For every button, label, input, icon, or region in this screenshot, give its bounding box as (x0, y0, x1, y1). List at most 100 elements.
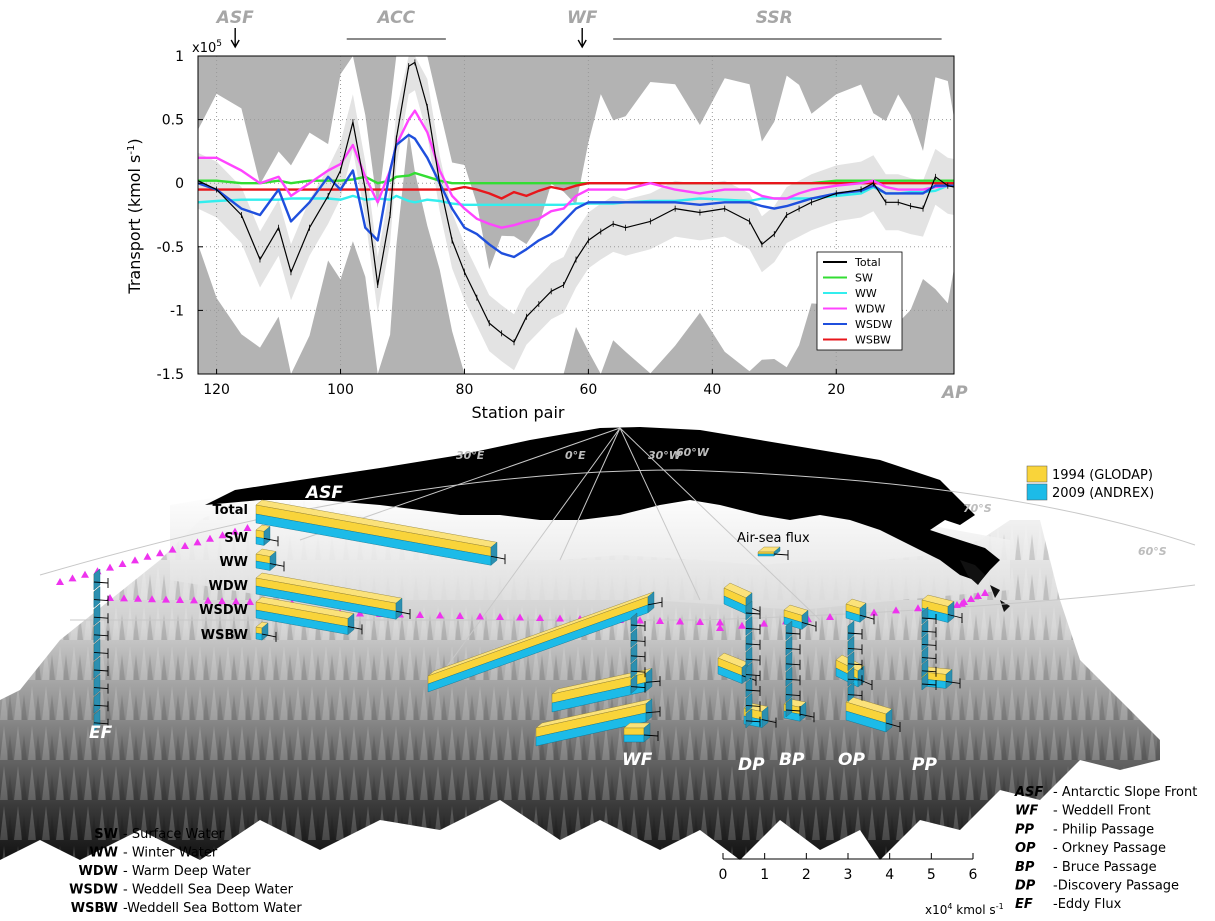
bar-asf-ww (255, 548, 285, 572)
antarctica-landmass (205, 427, 1000, 582)
bar-dp-stack (745, 615, 761, 636)
legend-label-wdw: WDW (855, 303, 885, 316)
station-triangle (156, 549, 164, 557)
station-triangle (168, 545, 177, 553)
station-triangle (231, 527, 239, 535)
bar-legend-swatch-1994 (1026, 465, 1048, 483)
legend-label-wsdw: WSDW (855, 318, 892, 331)
scale-tick-label: 6 (969, 867, 978, 883)
bar-bp-top (783, 604, 817, 632)
water-mass-glossary: SW - Surface Water WW - Winter Water WDW - Wa… (69, 827, 302, 916)
bar-op-low (845, 696, 901, 733)
shelf-plateau (170, 490, 1010, 610)
scale-tick-label: 2 (802, 867, 811, 883)
station-triangle (176, 596, 184, 603)
bar-op-stack (847, 635, 863, 656)
bar-wf-wdw (551, 667, 661, 713)
gloss-desc-wdw: - Warm Deep Water (123, 864, 251, 879)
y-exponent: x105 (192, 39, 222, 56)
asf-map-label: ASF (304, 483, 343, 503)
station-triangle (892, 606, 900, 614)
legend-label-wsbw: WSBW (855, 334, 891, 347)
station-triangle (696, 618, 704, 625)
bar-op-top (845, 598, 875, 625)
station-triangle (556, 614, 564, 622)
bar-pp-top (921, 594, 963, 623)
station-triangle (206, 534, 214, 542)
legend-label-ww: WW (855, 287, 877, 300)
bar-asf-sw (255, 524, 279, 547)
parallel-label-70s: 70°S (963, 502, 992, 515)
series-line-ww (197, 184, 954, 206)
front-label-asf: ASF (215, 8, 254, 28)
bar-bp-stack (785, 697, 801, 718)
gloss-abbr-pp: PP (1015, 822, 1035, 837)
bar-op-stack (847, 651, 863, 672)
station-triangle (870, 608, 878, 616)
x-tick-label: 60 (579, 382, 597, 398)
station-triangle (967, 595, 975, 602)
bar-pp-stack (921, 619, 937, 638)
gloss-desc-dp: -Discovery Passage (1053, 879, 1179, 894)
bar-wf-stack (630, 643, 646, 664)
bar-ef (93, 709, 109, 732)
row-label-wsbw: WSBW (201, 628, 248, 643)
station-triangle (981, 589, 989, 596)
meridian-label-60w: 60°W (676, 446, 710, 459)
station-triangle (246, 598, 254, 605)
bar-asf-total (255, 499, 506, 566)
scale-unit: x104 kmol s-1 (925, 902, 1004, 917)
bar-ef (93, 691, 109, 714)
y-tick-label: 0 (175, 176, 184, 192)
station-triangle (436, 611, 444, 619)
legend-label-total: Total (854, 256, 881, 269)
bar-pp-stack (921, 606, 937, 625)
gloss-desc-wf: - Weddell Front (1053, 804, 1151, 819)
x-tick-label: 80 (456, 382, 474, 398)
station-triangle (106, 594, 114, 601)
station-triangle (243, 524, 252, 531)
gloss-abbr-wf: WF (1015, 804, 1038, 819)
bar-bp-stack (785, 635, 801, 656)
station-triangle (456, 612, 464, 619)
station-triangle (516, 613, 524, 621)
bar-ef (93, 568, 109, 591)
station-triangle (56, 578, 64, 585)
map-panel: 30°E 0°E 30°W 60°W 70°S 60°S 1994 (GLODA… (0, 427, 1197, 917)
gloss-desc-ef: -Eddy Flux (1053, 897, 1122, 912)
bar-ef (93, 674, 109, 697)
y-tick-label: -1.5 (157, 367, 184, 383)
parallel-label-60s: 60°S (1138, 545, 1167, 558)
bar-op-stack (847, 666, 863, 687)
front-label-acc: ACC (375, 8, 415, 28)
bar-ef (93, 621, 109, 644)
site-label-bp: BP (779, 750, 805, 770)
chart-legend: Total SW WW WDW WSDW WSBW (816, 251, 903, 351)
legend-box (816, 251, 903, 351)
bar-asf-wsdw (255, 596, 363, 635)
gloss-desc-pp: - Philip Passage (1053, 822, 1154, 837)
station-triangle (356, 609, 364, 617)
bar-pp-stack (921, 659, 937, 678)
station-triangle (416, 611, 424, 618)
gloss-abbr-bp: BP (1015, 860, 1035, 875)
station-triangle (536, 614, 544, 621)
gloss-desc-op: - Orkney Passage (1053, 841, 1166, 856)
bar-ef (93, 603, 109, 626)
axis-ticks: 120 100 80 60 40 20 1 0.5 0 -0.5 -1 -1.5 (157, 49, 846, 398)
station-triangle (974, 592, 982, 599)
gloss-abbr-ww: WW (89, 846, 118, 861)
station-triangle (218, 531, 227, 539)
station-triangle (204, 596, 212, 604)
transport-bars (93, 499, 963, 747)
station-triangle (738, 621, 746, 629)
scale-tick-label: 4 (885, 867, 894, 883)
uncertainty-envelopes (198, 56, 954, 374)
bar-bp-stack (785, 666, 801, 687)
station-triangle (716, 624, 724, 631)
x-tick-label: 100 (327, 382, 354, 398)
feature-glossary: ASF - Antarctic Slope Front WF - Weddell Fr… (1014, 785, 1197, 912)
bar-asf-wsbw (255, 621, 277, 642)
station-triangle (118, 560, 127, 567)
site-label-op: OP (838, 750, 865, 770)
